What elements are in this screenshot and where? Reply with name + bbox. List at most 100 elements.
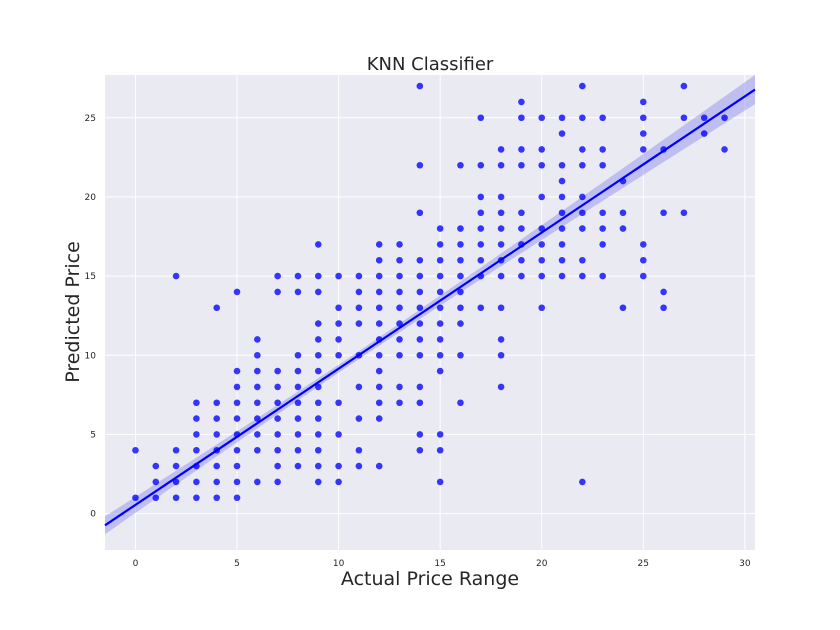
- data-point: [213, 415, 221, 422]
- data-point: [436, 431, 444, 438]
- data-point: [152, 478, 160, 486]
- data-point: [274, 431, 281, 438]
- data-point: [538, 114, 546, 122]
- data-point: [457, 272, 464, 280]
- data-point: [335, 304, 342, 312]
- data-point: [497, 146, 505, 153]
- data-point: [193, 494, 200, 502]
- data-point: [375, 399, 383, 407]
- data-point: [599, 146, 606, 153]
- x-tick-label: 30: [739, 559, 751, 569]
- data-point: [396, 288, 403, 296]
- data-point: [416, 320, 424, 327]
- data-point: [274, 367, 281, 375]
- data-point: [639, 98, 647, 106]
- data-point: [233, 462, 241, 470]
- data-point: [660, 209, 667, 217]
- data-point: [274, 478, 281, 486]
- data-point: [274, 288, 281, 296]
- data-point: [213, 462, 221, 470]
- data-point: [375, 367, 383, 375]
- data-point: [213, 494, 221, 502]
- data-point: [254, 446, 261, 454]
- data-point: [639, 241, 647, 248]
- data-point: [314, 288, 322, 296]
- data-point: [355, 288, 363, 296]
- data-point: [355, 320, 363, 327]
- data-point: [314, 399, 322, 407]
- data-point: [416, 431, 424, 438]
- data-point: [193, 431, 200, 438]
- data-point: [314, 367, 322, 375]
- data-point: [538, 193, 546, 201]
- data-point: [457, 351, 464, 359]
- data-point: [497, 193, 505, 201]
- data-point: [132, 446, 139, 454]
- data-point: [254, 351, 261, 359]
- data-point: [172, 462, 180, 470]
- data-point: [436, 320, 444, 327]
- data-point: [477, 193, 485, 201]
- regression-line-group: [104, 88, 756, 527]
- y-tick-label: 25: [85, 114, 96, 124]
- data-point: [396, 241, 403, 248]
- data-point: [497, 272, 505, 280]
- data-point: [497, 383, 505, 391]
- data-point: [294, 367, 302, 375]
- data-point: [538, 161, 546, 169]
- data-point: [375, 304, 383, 312]
- data-point: [396, 256, 403, 264]
- x-tick-label: 20: [536, 559, 548, 569]
- data-point: [518, 161, 525, 169]
- data-point: [497, 336, 505, 343]
- data-point: [579, 114, 586, 122]
- data-point: [274, 415, 281, 422]
- data-point: [314, 383, 322, 391]
- data-point: [477, 241, 485, 248]
- data-point: [396, 399, 403, 407]
- x-tick-label: 0: [133, 559, 139, 569]
- data-point: [254, 367, 261, 375]
- data-point: [436, 336, 444, 343]
- data-point: [416, 288, 424, 296]
- data-point: [457, 241, 464, 248]
- data-point: [416, 336, 424, 343]
- data-point: [355, 383, 363, 391]
- data-point: [457, 399, 464, 407]
- data-point: [233, 446, 241, 454]
- data-point: [558, 177, 566, 185]
- plot-area: [105, 75, 755, 550]
- data-point: [335, 431, 342, 438]
- y-tick-labels: 0 5 10 15 20 25: [85, 114, 97, 520]
- data-point: [639, 114, 647, 122]
- data-point: [457, 288, 464, 296]
- data-point: [477, 304, 485, 312]
- data-point: [599, 272, 606, 280]
- data-point: [233, 367, 241, 375]
- data-point: [558, 241, 566, 248]
- data-point: [477, 209, 485, 217]
- data-point: [314, 462, 322, 470]
- data-point: [314, 351, 322, 359]
- data-point: [274, 446, 281, 454]
- data-point: [436, 225, 444, 232]
- data-point: [233, 415, 241, 422]
- data-point: [538, 272, 546, 280]
- data-point: [518, 114, 525, 122]
- data-point: [558, 130, 566, 137]
- data-point: [497, 225, 505, 232]
- data-point: [680, 209, 688, 217]
- data-point: [680, 82, 688, 90]
- data-point: [457, 320, 464, 327]
- data-point: [538, 256, 546, 264]
- data-point: [254, 478, 261, 486]
- data-point: [193, 478, 200, 486]
- data-point: [396, 320, 403, 327]
- data-point: [274, 462, 281, 470]
- data-point: [172, 446, 180, 454]
- data-point: [233, 478, 241, 486]
- data-point: [518, 98, 525, 106]
- data-point: [172, 272, 180, 280]
- data-point: [436, 256, 444, 264]
- data-point: [558, 193, 566, 201]
